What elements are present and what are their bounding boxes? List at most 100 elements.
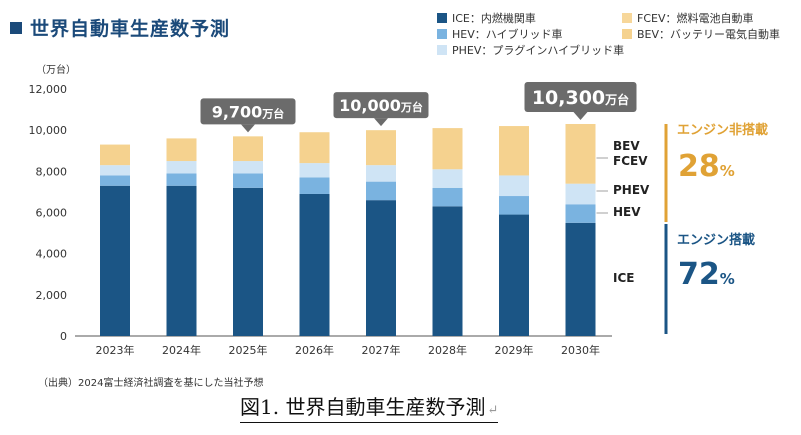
bar-hev-6 [499,196,529,215]
legend-label-bev: BEV：バッテリー電気自動車 [637,28,781,41]
legend-item-hev: HEV：ハイブリッド車 [437,26,563,42]
bar-ice-6 [499,214,529,336]
return-mark-icon: ↵ [487,403,499,418]
y-tick-label: 0 [60,330,67,343]
chart: （万台） 0 2,000 4,000 6,000 8,000 10,000 12,000 202… [29,63,769,357]
callout-4: 10,000万台 [333,92,429,127]
segment-label-hev: HEV [613,205,641,219]
group-percent-value: 28 [678,149,720,184]
callout-box [333,92,429,119]
bar-phev-7 [565,183,596,205]
callout-2: 9,700万台 [200,98,296,133]
y-tick-label: 4,000 [36,248,68,261]
callout-unit: 万台 [604,92,629,107]
group-percent-value: 72 [678,257,720,292]
bar-ice-0 [100,185,130,336]
x-tick-label: 2024年 [162,343,201,357]
segment-label-ice: ICE [613,271,634,285]
group-percent-unit: % [720,162,735,180]
bar-ice-1 [166,185,197,336]
bar-bev-3 [299,132,330,164]
segment-label-fcev: FCEV [613,154,648,168]
legend-item-fcev: FCEV：燃料電池自動車 [622,10,753,26]
callout-pointer [374,118,388,127]
callout-value: 9,700 [212,102,263,121]
callout-box [200,98,296,125]
source-note: （出典）2024富士経済社調査を基にした当社予想 [38,378,264,389]
group-percent-unit: % [720,270,735,288]
y-axis-unit: （万台） [36,63,76,76]
bar-hev-3 [299,177,330,194]
x-tick-label: 2030年 [561,343,600,357]
legend-item-bev: BEV：バッテリー電気自動車 [622,26,780,42]
title-square-icon [10,21,22,34]
callout-label: 9,700万台 [212,102,285,121]
bar-bev-1 [166,138,197,162]
y-tick-label: 2,000 [36,289,68,302]
bar-hev-5 [432,187,463,207]
legend-swatch-fcev [622,13,632,23]
bar-ice-7 [565,222,596,336]
bar-ice-3 [299,193,330,336]
y-tick-label: 12,000 [29,83,68,96]
bar-bev-2 [233,136,263,162]
callout-label: 10,000万台 [339,96,423,115]
group-label-1: エンジン搭載 [677,232,755,248]
bar-phev-6 [499,175,529,197]
callout-value: 10,000 [339,96,401,115]
callout-pointer [241,124,255,133]
segment-label-bev: BEV [613,139,640,153]
group-percent-1: 72% [678,257,735,292]
bar-hev-4 [366,181,396,201]
figure-caption: 図1. 世界自動車生産数予測 ↵ [240,395,499,423]
bar-ice-5 [432,206,463,336]
group-label-0: エンジン非搭載 [677,122,768,138]
x-tick-label: 2028年 [428,343,467,357]
legend-label-fcev: FCEV：燃料電池自動車 [637,12,754,25]
bar-phev-3 [299,163,330,178]
bar-ice-2 [233,187,263,336]
x-tick-label: 2029年 [495,343,534,357]
bar-phev-2 [233,161,263,174]
legend-label-hev: HEV：ハイブリッド車 [452,28,563,41]
callout-label: 10,300万台 [532,87,629,109]
legend-label-ice: ICE：内燃機関車 [452,12,536,25]
bar-hev-1 [166,173,197,186]
bar-bev-7 [565,123,596,184]
bar-hev-0 [100,175,130,186]
legend-label-phev: PHEV：プラグインハイブリッド車 [452,44,625,57]
x-tick-label: 2025年 [229,343,268,357]
bar-ice-4 [366,200,396,336]
y-tick-label: 8,000 [36,165,68,178]
figure-caption-text: 図1. 世界自動車生産数予測 [240,395,486,419]
legend-item-phev: PHEV：プラグインハイブリッド車 [437,42,624,58]
bar-phev-4 [366,165,396,182]
bar-hev-7 [565,204,596,223]
x-tick-label: 2026年 [295,343,334,357]
legend-swatch-phev [437,45,447,55]
segment-label-phev: PHEV [613,183,650,197]
bar-bev-6 [499,126,529,176]
bar-phev-5 [432,169,463,188]
legend-swatch-hev [437,29,447,39]
callout-pointer [573,111,588,120]
bar-bev-4 [366,130,396,166]
y-tick-label: 10,000 [29,124,68,137]
callout-unit: 万台 [400,100,423,114]
legend-swatch-bev [622,29,632,39]
bar-phev-0 [100,165,130,176]
x-tick-label: 2023年 [96,343,135,357]
callout-box [524,81,637,112]
bar-bev-5 [432,128,463,170]
callout-unit: 万台 [261,106,284,120]
bar-bev-0 [100,144,130,166]
bar-phev-1 [166,161,197,174]
bar-hev-2 [233,173,263,188]
title-block: 世界自動車生産数予測 [10,14,230,41]
y-tick-label: 6,000 [36,207,68,220]
chart-title: 世界自動車生産数予測 [30,18,231,40]
group-percent-0: 28% [678,149,735,184]
x-tick-label: 2027年 [362,343,401,357]
legend-swatch-ice [437,13,447,23]
callout-value: 10,300 [532,87,605,109]
